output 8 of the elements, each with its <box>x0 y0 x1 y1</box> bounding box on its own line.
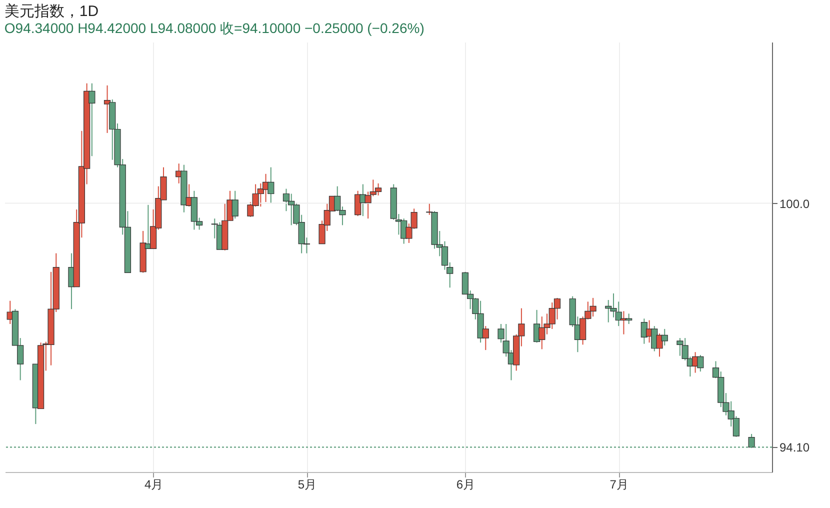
chart-subtitle: O94.34000 H94.42000 L94.08000 收=94.10000 −0.25000 (−0.26%) <box>4 20 424 36</box>
y-tick-label: 100.0 <box>780 196 810 211</box>
chart-title: 美元指数，1D <box>4 3 99 20</box>
x-tick-label: 6月 <box>456 478 476 492</box>
x-tick-label: 7月 <box>610 478 628 492</box>
y-tick-label: 94.10 <box>780 440 810 455</box>
x-tick-label: 5月 <box>298 478 317 492</box>
x-tick-label: 4月 <box>144 478 164 492</box>
